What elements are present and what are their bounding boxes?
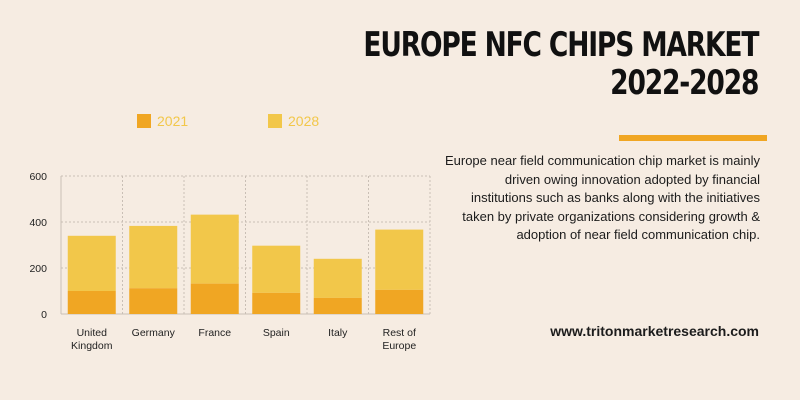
x-tick-label-line: Italy <box>328 327 348 339</box>
bar-2028 <box>313 258 362 298</box>
x-tick-label-line: Europe <box>382 340 416 352</box>
legend-item-2021: 2021 <box>137 113 188 129</box>
x-tick-label-line: France <box>198 327 231 339</box>
x-tick-label: Germany <box>132 327 176 339</box>
legend-swatch-2021 <box>137 114 151 128</box>
bar-2021 <box>129 288 178 314</box>
x-tick-label: Spain <box>263 327 290 339</box>
x-tick-label-line: Spain <box>263 327 290 339</box>
legend-swatch-2028 <box>268 114 282 128</box>
x-tick-label: Rest of Europe <box>382 327 416 352</box>
accent-divider <box>619 135 767 141</box>
legend-item-2028: 2028 <box>268 113 319 129</box>
y-tick-label: 0 <box>41 309 47 321</box>
market-description: Europe near field communication chip mar… <box>444 153 760 242</box>
bar-2021 <box>375 289 424 314</box>
title-line-1: EUROPE NFC CHIPS MARKET <box>363 25 759 65</box>
bar-2021 <box>252 292 301 314</box>
y-tick-label: 600 <box>29 171 47 183</box>
x-tick-label: Italy <box>328 327 348 339</box>
bar-2021 <box>190 283 239 314</box>
x-tick-label-line: Rest of <box>383 327 416 339</box>
legend-label-2021: 2021 <box>157 113 189 129</box>
bar-2021 <box>313 297 362 314</box>
x-tick-label: France <box>198 327 231 339</box>
bar-2021 <box>67 291 116 314</box>
y-tick-label: 400 <box>29 217 47 229</box>
title-line-2: 2022-2028 <box>609 63 759 103</box>
website-url[interactable]: www.tritonmarketresearch.com <box>550 323 759 339</box>
bar-2028 <box>67 235 116 291</box>
x-tick-label-line: Kingdom <box>71 340 113 352</box>
y-tick-label: 200 <box>29 263 47 275</box>
legend-label-2028: 2028 <box>288 113 320 129</box>
bar-2028 <box>252 245 301 293</box>
bar-2028 <box>375 229 424 290</box>
x-tick-label-line: Germany <box>132 327 176 339</box>
x-tick-label-line: United <box>77 327 108 339</box>
x-tick-label: United Kingdom <box>71 327 113 352</box>
chart-title: EUROPE NFC CHIPS MARKET 2022-2028 <box>363 25 759 103</box>
bar-2028 <box>129 225 178 289</box>
bar-2028 <box>190 214 239 284</box>
